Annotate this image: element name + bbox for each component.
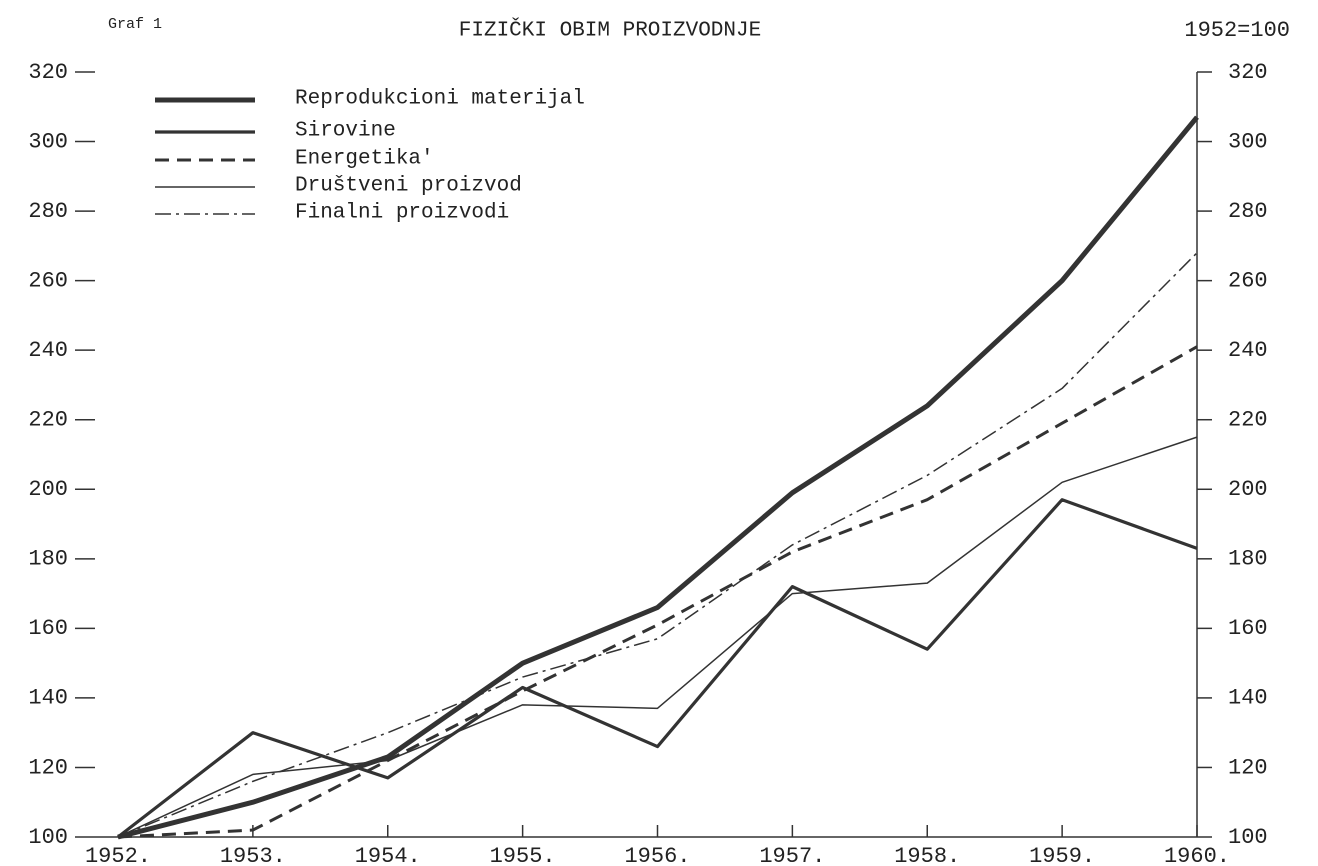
chart-subtitle: 1952=100 [1184,18,1290,43]
x-tick-label: 1953. [220,844,286,866]
legend-label: Društveni proizvod [295,175,522,198]
x-tick-label: 1957. [759,844,825,866]
series-line [117,345,1198,839]
y-tick-label: 220 [28,408,68,433]
y-tick-label: 300 [28,129,68,154]
y2-tick-label: 120 [1228,755,1268,780]
y2-tick-label: 240 [1228,338,1268,363]
legend-label: Reprodukcioni materijal [295,88,585,111]
legend-label: Sirovine [295,120,396,143]
y-tick-label: 320 [28,60,68,85]
y2-tick-label: 140 [1228,686,1268,711]
x-tick-label: 1954. [355,844,421,866]
x-tick-label: 1952. [85,844,151,866]
chart-title: FIZIČKI OBIM PROIZVODNJE [459,19,761,43]
y2-tick-label: 260 [1228,268,1268,293]
y-tick-label: 200 [28,477,68,502]
x-tick-label: 1959. [1029,844,1095,866]
series-line [117,436,1198,838]
x-tick-label: 1955. [490,844,556,866]
legend-label: Finalni proizvodi [295,202,509,225]
x-tick-label: 1958. [894,844,960,866]
y-tick-label: 260 [28,268,68,293]
y-tick-label: 160 [28,616,68,641]
y2-tick-label: 300 [1228,129,1268,154]
y2-tick-label: 160 [1228,616,1268,641]
y-tick-label: 180 [28,547,68,572]
y-tick-label: 280 [28,199,68,224]
y-tick-label: 140 [28,686,68,711]
legend-label: Energetika' [295,148,434,171]
y2-tick-label: 100 [1228,825,1268,850]
y2-tick-label: 220 [1228,408,1268,433]
series-line [117,498,1198,839]
y2-tick-label: 200 [1228,477,1268,502]
y2-tick-label: 280 [1228,199,1268,224]
x-tick-label: 1960. [1164,844,1230,866]
y-tick-label: 100 [28,825,68,850]
graph-label: Graf 1 [108,16,162,33]
series-line [117,252,1198,838]
y2-tick-label: 180 [1228,547,1268,572]
series-line [117,115,1199,840]
y-tick-label: 120 [28,755,68,780]
y2-tick-label: 320 [1228,60,1268,85]
x-tick-label: 1956. [624,844,690,866]
y-tick-label: 240 [28,338,68,363]
